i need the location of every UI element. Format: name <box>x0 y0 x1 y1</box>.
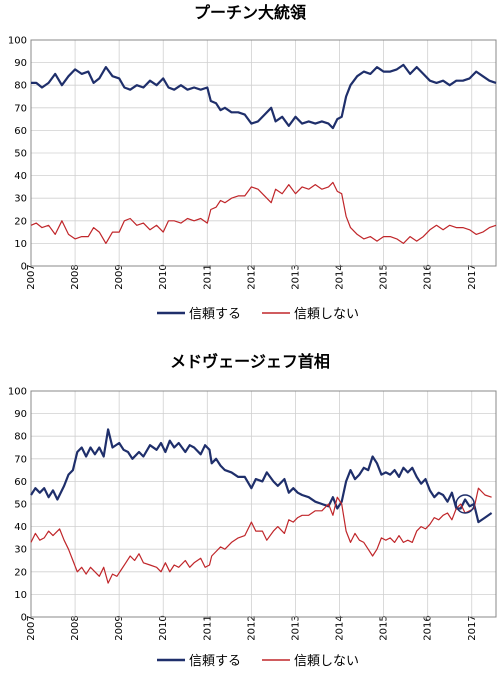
x-tick-label: 2007 <box>26 264 37 289</box>
x-tick-label: 2012 <box>246 615 257 640</box>
y-tick-label: 10 <box>14 239 27 250</box>
legend-label-distrust: 信頼しない <box>294 307 359 322</box>
highlight-circle <box>455 494 475 514</box>
x-tick-label: 2009 <box>114 264 125 289</box>
chart-title: メドヴェージェフ首相 <box>170 352 330 371</box>
y-tick-label: 80 <box>14 432 27 443</box>
x-tick-label: 2015 <box>379 615 390 640</box>
x-tick-label: 2016 <box>423 264 434 289</box>
x-tick-label: 2017 <box>467 615 478 640</box>
y-tick-label: 100 <box>8 387 27 398</box>
x-tick-label: 2009 <box>114 615 125 640</box>
plot-frame <box>30 390 497 618</box>
x-tick-label: 2013 <box>290 615 301 640</box>
y-tick-label: 40 <box>14 522 27 533</box>
y-tick-label: 20 <box>14 567 27 578</box>
x-tick-label: 2012 <box>246 264 257 289</box>
y-tick-label: 70 <box>14 454 27 465</box>
y-tick-label: 100 <box>8 36 27 47</box>
x-tick-label: 2010 <box>158 264 169 289</box>
y-tick-label: 10 <box>14 590 27 601</box>
x-tick-label: 2013 <box>290 264 301 289</box>
x-tick-label: 2011 <box>202 264 213 289</box>
legend-label-trust: 信頼する <box>189 654 241 669</box>
y-tick-label: 50 <box>14 500 27 511</box>
x-tick-label: 2008 <box>70 615 81 640</box>
y-tick-label: 80 <box>14 81 27 92</box>
legend-label-trust: 信頼する <box>189 307 241 322</box>
x-tick-label: 2007 <box>26 615 37 640</box>
y-tick-label: 0 <box>21 262 27 273</box>
x-tick-label: 2015 <box>379 264 390 289</box>
x-tick-label: 2008 <box>70 264 81 289</box>
y-tick-label: 20 <box>14 216 27 227</box>
y-tick-label: 50 <box>14 149 27 160</box>
y-tick-label: 40 <box>14 171 27 182</box>
chart-title: プーチン大統領 <box>194 3 307 22</box>
x-tick-label: 2014 <box>335 264 346 289</box>
y-tick-label: 90 <box>14 58 27 69</box>
x-tick-label: 2016 <box>423 615 434 640</box>
plot-frame <box>30 39 497 267</box>
series-line-distrust <box>30 181 497 244</box>
series-line-trust <box>31 63 497 130</box>
y-tick-label: 60 <box>14 126 27 137</box>
legend-label-distrust: 信頼しない <box>294 654 359 669</box>
y-tick-label: 30 <box>14 194 27 205</box>
chart-putin: プーチン大統領 0 10 20 30 40 50 60 70 80 90 100 2007 2008 200… <box>8 3 497 322</box>
x-tick-label: 2010 <box>158 615 169 640</box>
series-line-trust <box>30 428 493 524</box>
series-line-distrust <box>30 487 492 584</box>
x-tick-label: 2014 <box>335 615 346 640</box>
x-tick-label: 2011 <box>202 615 213 640</box>
x-tick-label: 2017 <box>467 264 478 289</box>
y-tick-label: 90 <box>14 409 27 420</box>
y-tick-label: 0 <box>21 613 27 624</box>
chart-medvedev: メドヴェージェフ首相 0 10 20 30 40 50 60 70 80 90 100 2007 2008… <box>8 352 497 669</box>
y-tick-label: 70 <box>14 103 27 114</box>
y-tick-label: 60 <box>14 477 27 488</box>
y-tick-label: 30 <box>14 545 27 556</box>
